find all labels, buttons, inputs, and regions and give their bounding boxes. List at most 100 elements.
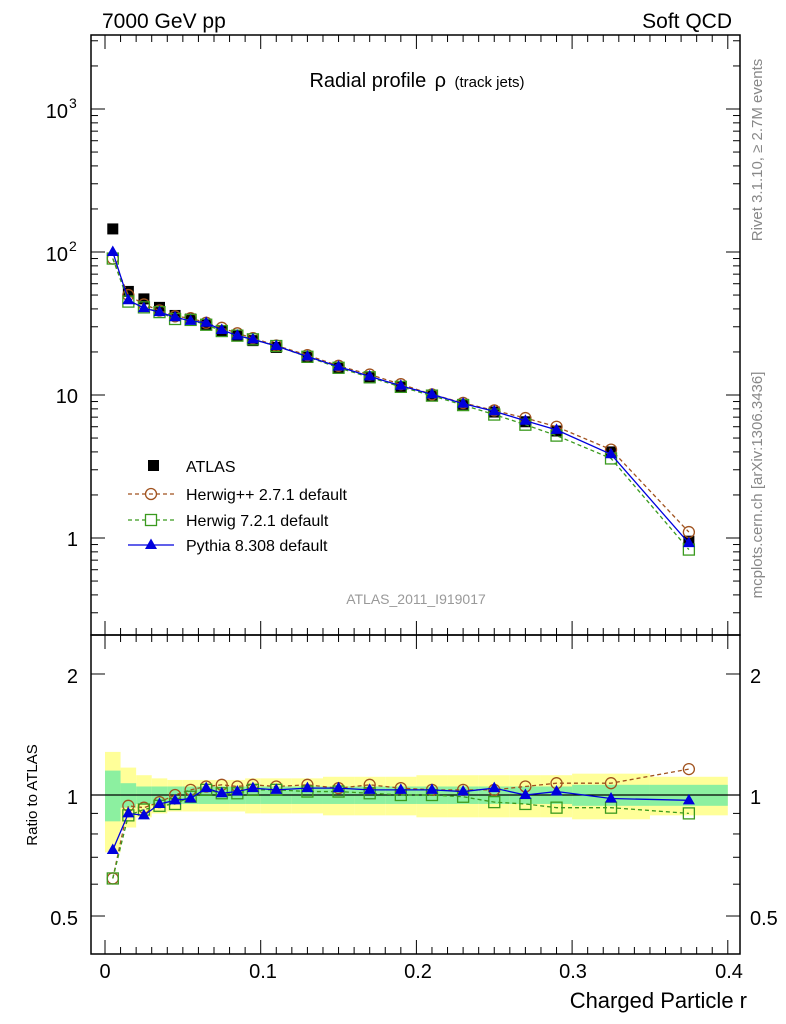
ratio-point-pythia (200, 781, 213, 793)
ratio-point-pythia (519, 788, 532, 799)
x-tick-label-0: 0 (99, 961, 110, 983)
y-tick-label-100: 10 (46, 244, 68, 266)
y-tick-label-10: 10 (56, 386, 78, 408)
series-herwig7 (106, 252, 696, 556)
ratio-point-pythia (231, 785, 244, 796)
plot-title-symbol: ρ (435, 70, 446, 92)
x-tick-label-0.1: 0.1 (249, 961, 277, 983)
ratio-point-herwig7 (682, 807, 696, 820)
ratio-y-label-2-right: 2 (750, 666, 761, 688)
ratio-bands (105, 751, 728, 853)
ratio-point-herwig7 (488, 795, 501, 809)
legend-herwig7-label: Herwig 7.2.1 default (186, 513, 329, 530)
series-pythia (106, 245, 695, 548)
series-line-pythia (112, 251, 690, 544)
ratio-point-pythia (137, 808, 150, 820)
ratio-y-tick-labels: 2 1 0.5 2 1 0.5 (50, 666, 778, 930)
ratio-point-pythia (363, 783, 376, 794)
ratio-line-herwig7 (112, 789, 689, 879)
point-pythia (519, 414, 532, 425)
point-pythia (682, 536, 695, 548)
rivet-info: Rivet 3.1.10, ≥ 2.7M events (749, 59, 766, 242)
x-tick-labels: 0 0.1 0.2 0.3 0.4 (99, 961, 742, 983)
point-pythia (394, 379, 407, 390)
y-tick-exponent-100: 2 (69, 238, 77, 254)
legend: ATLAS Herwig++ 2.7.1 default Herwig 7.2.… (128, 459, 348, 555)
main-ticks (91, 35, 740, 635)
main-panel: Radial profile ρ (track jets) ATLAS_2011… (46, 34, 741, 636)
point-pythia (457, 397, 470, 408)
collision-energy-label: 7000 GeV pp (102, 10, 226, 33)
ratio-point-pythia (394, 783, 407, 794)
ratio-ticks (91, 635, 740, 954)
point-data (107, 223, 119, 235)
ratio-frame (90, 634, 741, 955)
ratio-point-pythia (425, 783, 438, 794)
ratio-point-pythia (122, 806, 135, 818)
point-pythia (270, 339, 283, 351)
ratio-line-herwigpp (112, 768, 689, 879)
legend-pythia-label: Pythia 8.308 default (186, 538, 328, 555)
point-pythia (246, 332, 259, 344)
point-pythia (301, 349, 314, 361)
ratio-point-herwigpp (682, 762, 696, 776)
main-series (106, 223, 696, 556)
series-line-herwigpp (112, 258, 690, 533)
point-pythia (215, 323, 228, 334)
ratio-y-label-0.5: 0.5 (50, 908, 78, 930)
y-tick-exponent-1000: 3 (69, 95, 77, 111)
ratio-y-axis-label: Ratio to ATLAS (24, 744, 41, 845)
point-pythia (231, 329, 244, 340)
plot-title-main: Radial profile (309, 70, 426, 92)
series-line-herwig7 (112, 258, 690, 550)
ratio-y-label-1-right: 1 (750, 787, 761, 809)
ratio-point-pythia (169, 793, 182, 805)
ratio-point-pythia (457, 785, 470, 796)
analysis-watermark: ATLAS_2011_I919017 (346, 591, 486, 607)
legend-herwigpp-label: Herwig++ 2.7.1 default (186, 487, 348, 504)
ratio-point-herwig7 (550, 801, 563, 814)
point-pythia (137, 301, 150, 313)
legend-atlas-marker (148, 460, 159, 471)
point-pythia (425, 387, 438, 399)
legend-herwigpp: Herwig++ 2.7.1 default (128, 487, 348, 504)
point-pythia (122, 293, 135, 305)
point-pythia (200, 316, 213, 327)
ratio-point-herwig7 (106, 872, 119, 885)
plot-title-sub: (track jets) (455, 74, 525, 91)
legend-atlas-label: ATLAS (186, 459, 236, 476)
ratio-panel: 2 1 0.5 2 1 0.5 Ratio to ATLAS 0 0.1 0.2… (24, 634, 778, 1013)
y-tick-label-1: 1 (67, 529, 78, 551)
ratio-y-label-1: 1 (67, 787, 78, 809)
point-pythia (169, 310, 182, 322)
x-axis-label: Charged Particle r (570, 988, 747, 1013)
legend-pythia-marker (145, 538, 157, 549)
ratio-point-pythia (682, 793, 695, 805)
point-pythia (106, 245, 119, 256)
process-label: Soft QCD (642, 10, 732, 33)
ratio-point-pythia (332, 781, 345, 793)
point-pythia (153, 305, 166, 317)
ratio-series-pythia (106, 781, 695, 854)
x-tick-label-0.2: 0.2 (404, 961, 432, 983)
legend-herwigpp-marker (144, 487, 158, 501)
point-pythia (363, 369, 376, 381)
legend-herwig7: Herwig 7.2.1 default (128, 513, 329, 530)
point-pythia (550, 423, 563, 434)
ratio-point-pythia (215, 786, 228, 798)
y-tick-label-1000: 10 (46, 101, 68, 123)
ratio-point-pythia (153, 797, 166, 808)
ratio-point-pythia (184, 792, 197, 803)
mcplots-info: mcplots.cern.ch [arXiv:1306.3436] (749, 372, 766, 599)
point-pythia (184, 314, 197, 325)
legend-herwig7-marker (144, 513, 158, 527)
plot-title: Radial profile ρ (track jets) (309, 70, 524, 92)
ratio-point-pythia (488, 781, 501, 793)
ratio-point-pythia (270, 783, 283, 794)
ratio-y-label-0.5-right: 0.5 (750, 908, 778, 930)
legend-pythia: Pythia 8.308 default (128, 538, 328, 555)
x-tick-label-0.3: 0.3 (559, 961, 587, 983)
main-y-tick-labels: 1 10 10 2 10 3 (46, 95, 78, 551)
ratio-point-pythia (550, 785, 563, 796)
ratio-point-pythia (106, 843, 119, 854)
